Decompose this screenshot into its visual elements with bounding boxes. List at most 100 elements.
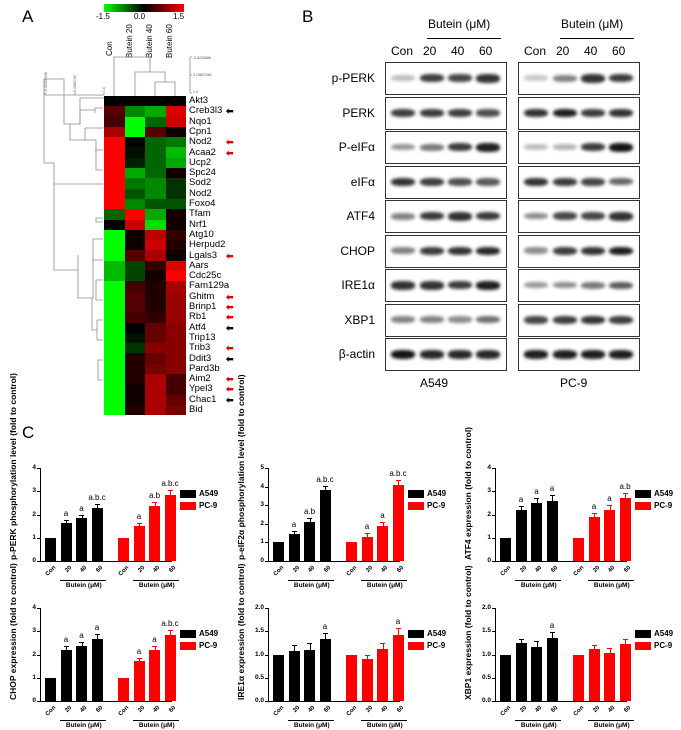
significance-label: a (380, 510, 385, 520)
heatmap-row (104, 168, 186, 179)
x-axis (40, 701, 172, 702)
y-tick-label: 0 (260, 557, 264, 564)
heatmap-cell (145, 188, 166, 199)
error-bar (552, 632, 553, 638)
a549-bar (76, 517, 87, 561)
significance-label: a (549, 484, 555, 494)
red-arrow-icon: ⬅ (226, 374, 234, 385)
legend-label: A549 (427, 629, 447, 638)
error-bar (66, 519, 67, 523)
y-tick-label: 2 (260, 519, 264, 527)
x-tick-label: Con (117, 565, 131, 578)
heatmap-cell (145, 291, 166, 302)
gene-label: Sod2 (189, 177, 212, 189)
protein-label: eIFα (350, 174, 375, 189)
protein-band (476, 143, 500, 152)
error-bar-cap (591, 512, 597, 514)
butein-group-underline (287, 580, 334, 581)
a549-bar (304, 649, 315, 701)
butein-group-label: Butein (μM) (593, 722, 630, 729)
heatmap-cell (145, 332, 166, 344)
heatmap-cell (124, 301, 145, 313)
lane-label: 20 (423, 44, 437, 58)
heatmap-row (104, 209, 186, 220)
heatmap-row (104, 106, 186, 117)
significance-label: a.b (148, 491, 161, 501)
lane-label: 60 (479, 44, 493, 58)
error-bar-cap (380, 521, 385, 523)
error-bar (536, 641, 538, 647)
pc-9-bar (361, 536, 373, 561)
pc-9-bar (149, 649, 160, 701)
y-tick (37, 654, 40, 656)
protein-band (581, 143, 605, 152)
heatmap-cell (124, 322, 145, 333)
pc-9-bar (619, 644, 631, 701)
legend-label: A549 (427, 489, 447, 498)
protein-band (448, 212, 472, 221)
heatmap-cell (145, 374, 166, 385)
y-tick-label: 2.0 (481, 604, 491, 611)
a549-bar (91, 507, 103, 561)
protein-band (391, 247, 415, 255)
error-bar (382, 642, 384, 649)
red-arrow-icon: ⬅ (226, 137, 234, 148)
heatmap-cell (145, 219, 166, 230)
error-bar-cap (291, 645, 297, 647)
y-tick-label: 0 (487, 557, 491, 564)
heatmap-cell (124, 240, 145, 251)
butein-group-underline (587, 580, 634, 581)
heatmap-row (104, 260, 186, 272)
heatmap-cell (145, 301, 166, 313)
gene-label: Bid (189, 404, 203, 415)
protein-label: XBP1 (344, 312, 375, 327)
pc-9-bar (604, 509, 615, 561)
heatmap-cell (124, 198, 145, 210)
pc-9-bar (346, 542, 357, 561)
red-arrow-icon: ⬅ (226, 302, 234, 312)
error-bar (66, 645, 67, 650)
y-tick (37, 537, 40, 539)
error-bar (97, 633, 98, 640)
y-axis-label: IRE1α expression (fold to control) (236, 562, 246, 700)
heatmap-cell (104, 229, 125, 241)
heatmap-cell (124, 281, 145, 292)
heatmap-cell (165, 374, 186, 385)
protein-band (609, 178, 633, 186)
heatmap-cell (165, 126, 186, 138)
heatmap-row (104, 404, 186, 416)
error-bar-cap (364, 533, 370, 535)
heatmap-cell (165, 332, 186, 344)
heatmap-cell (124, 343, 145, 354)
error-bar (309, 643, 311, 650)
protein-band (609, 212, 633, 221)
protein-band (524, 281, 548, 289)
legend-swatch (180, 630, 196, 638)
error-bar (97, 503, 98, 508)
lane-label: Con (524, 44, 547, 58)
heatmap-cell (124, 332, 145, 344)
heatmap-row (104, 322, 186, 333)
error-bar-cap (622, 639, 628, 641)
legend-swatch (408, 502, 424, 510)
legend-label: A549 (199, 629, 219, 638)
gene-label: Pard3b (189, 362, 220, 374)
heatmap-cell (104, 271, 125, 282)
pc-9-bar (164, 634, 176, 701)
legend-label: A549 (654, 489, 674, 498)
protein-band (553, 74, 577, 82)
pc-9-bar (573, 537, 584, 561)
y-axis (40, 608, 41, 701)
x-axis (495, 561, 627, 562)
y-tick-label: 3 (32, 627, 36, 635)
error-bar-cap (322, 632, 328, 634)
heatmap-cell (165, 229, 186, 241)
heatmap-row (104, 271, 186, 282)
gene-label: Chac1 (189, 393, 217, 405)
y-tick-label: 0.5 (481, 673, 491, 681)
gene-label: Cpn1 (189, 125, 212, 137)
legend-label: A549 (654, 629, 674, 638)
blot-pc9 (518, 96, 640, 130)
pc-9-bar (164, 494, 176, 561)
error-bar-cap (307, 643, 312, 645)
